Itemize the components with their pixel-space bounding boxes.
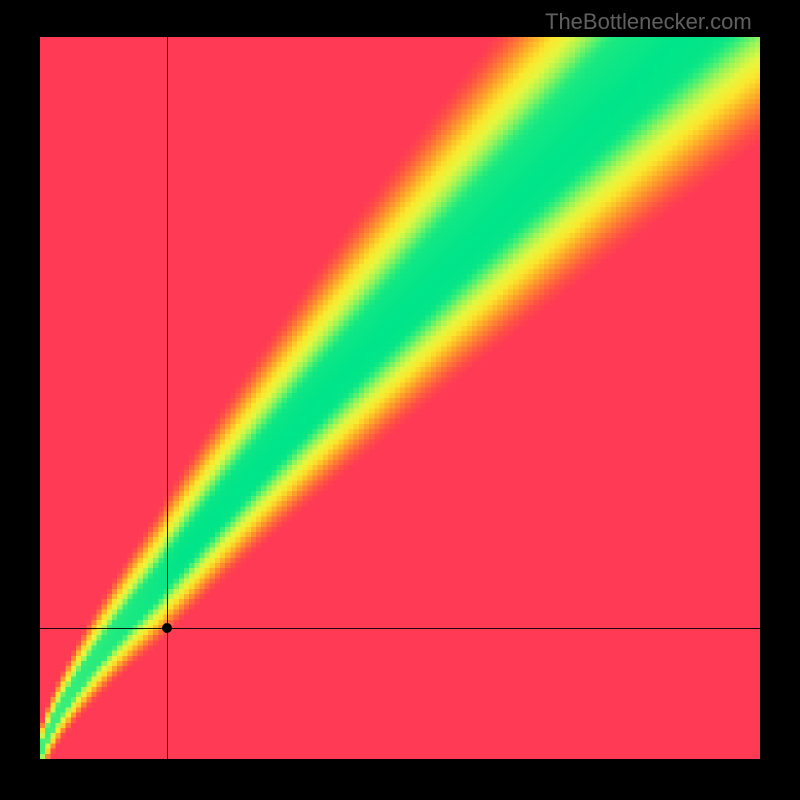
chart-container: TheBottlenecker.com xyxy=(0,0,800,800)
crosshair-vertical xyxy=(167,37,168,759)
marker-point xyxy=(162,623,172,633)
crosshair-horizontal xyxy=(40,628,760,629)
plot-area xyxy=(40,37,760,759)
plot-overlay xyxy=(40,37,760,759)
watermark-text: TheBottlenecker.com xyxy=(545,9,752,35)
